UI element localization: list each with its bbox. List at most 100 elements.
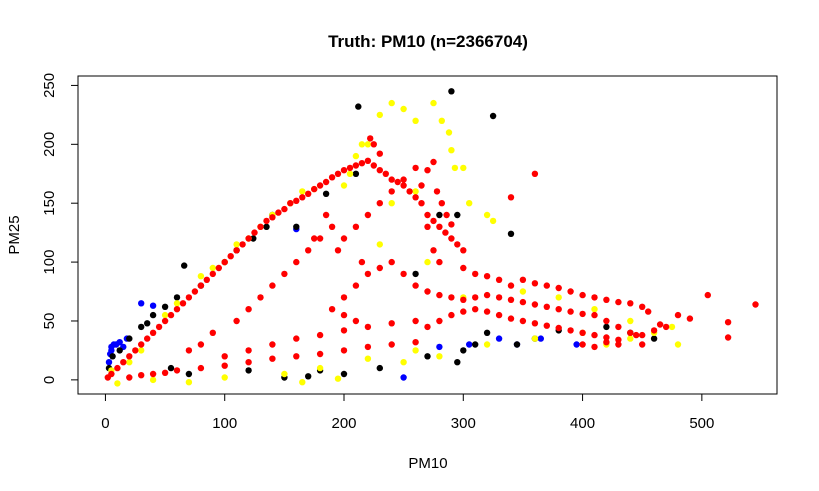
- data-point: [149, 311, 157, 319]
- data-point: [221, 353, 228, 360]
- data-point: [293, 335, 300, 342]
- data-point: [144, 320, 151, 327]
- data-point: [495, 276, 503, 283]
- data-point: [376, 167, 383, 174]
- data-point: [120, 359, 127, 366]
- data-point: [209, 270, 216, 278]
- data-point: [591, 331, 598, 339]
- data-point: [352, 223, 360, 230]
- data-point: [650, 335, 658, 342]
- data-point: [483, 308, 491, 315]
- data-point: [275, 209, 282, 216]
- data-point: [752, 301, 759, 308]
- data-point: [370, 141, 377, 148]
- data-point: [340, 327, 348, 334]
- data-point: [579, 329, 586, 336]
- data-point: [460, 347, 467, 354]
- data-point: [483, 341, 491, 348]
- data-point: [483, 329, 491, 336]
- data-point: [472, 306, 479, 313]
- data-point: [358, 141, 366, 148]
- data-point: [269, 214, 276, 221]
- data-point: [436, 258, 443, 266]
- data-point: [126, 335, 133, 342]
- x-axis: 0 100 200 300 400 500: [101, 393, 714, 432]
- data-point: [454, 211, 461, 219]
- data-point: [531, 280, 539, 287]
- data-point: [126, 374, 133, 381]
- data-point: [364, 270, 372, 278]
- data-point: [438, 200, 445, 207]
- data-point: [293, 258, 300, 266]
- data-point: [340, 235, 348, 242]
- data-point: [114, 364, 121, 372]
- data-point: [114, 380, 121, 387]
- data-point: [281, 270, 288, 278]
- data-point: [424, 258, 431, 266]
- data-point: [209, 329, 216, 336]
- x-tick-label: 100: [212, 415, 237, 432]
- data-point: [436, 317, 443, 325]
- data-point: [603, 334, 610, 341]
- data-point: [507, 315, 515, 322]
- data-point: [316, 235, 324, 242]
- data-point: [149, 302, 157, 309]
- data-point: [269, 355, 276, 362]
- data-point: [579, 291, 586, 299]
- data-point: [376, 241, 383, 248]
- data-point: [519, 288, 527, 295]
- data-point: [376, 200, 383, 207]
- data-point: [181, 262, 188, 269]
- data-point: [287, 200, 294, 207]
- data-point: [221, 362, 228, 369]
- data-point: [233, 317, 240, 325]
- data-point: [245, 367, 252, 374]
- data-point: [364, 355, 372, 362]
- data-point: [430, 247, 437, 254]
- y-tick-label: 200: [41, 132, 58, 157]
- data-point: [388, 176, 395, 183]
- data-point: [293, 223, 300, 230]
- data-point: [543, 303, 550, 310]
- data-point: [340, 370, 348, 378]
- data-point: [185, 347, 193, 354]
- data-point: [519, 298, 527, 306]
- data-point: [299, 379, 306, 386]
- data-point: [507, 230, 515, 237]
- data-point: [126, 353, 133, 360]
- data-point: [388, 99, 395, 107]
- data-point: [424, 223, 431, 230]
- data-point: [451, 164, 459, 172]
- data-point: [340, 182, 348, 189]
- data-point: [436, 353, 443, 360]
- data-point: [346, 170, 354, 177]
- data-point: [472, 341, 479, 348]
- data-point: [674, 341, 682, 348]
- data-point: [443, 211, 450, 219]
- y-tick-label: 250: [41, 73, 58, 98]
- data-point: [436, 211, 443, 219]
- data-point: [507, 282, 515, 289]
- data-point: [108, 347, 115, 354]
- data-point: [603, 323, 610, 331]
- data-point: [305, 247, 312, 254]
- data-point: [173, 294, 181, 301]
- data-point: [221, 258, 228, 266]
- data-point: [245, 235, 252, 242]
- data-point: [227, 253, 234, 260]
- data-point: [263, 223, 270, 230]
- data-point: [334, 375, 342, 382]
- data-point: [340, 347, 348, 354]
- plot-frame: [77, 75, 778, 395]
- data-point: [173, 300, 181, 307]
- data-point: [149, 376, 157, 384]
- data-point: [412, 339, 419, 346]
- data-point: [215, 264, 222, 272]
- data-point: [724, 319, 732, 326]
- data-point: [197, 341, 205, 348]
- data-point: [543, 322, 550, 329]
- data-point: [185, 370, 193, 378]
- data-point: [460, 308, 467, 315]
- data-point: [305, 190, 312, 197]
